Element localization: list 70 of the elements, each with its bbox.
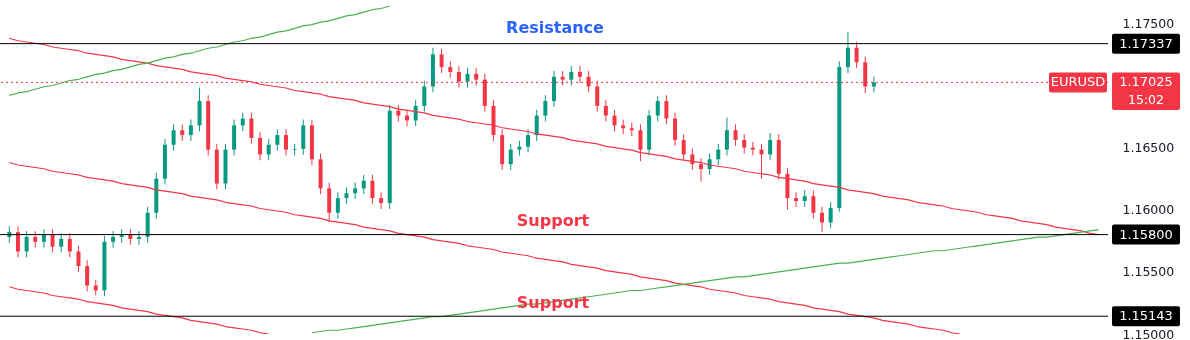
candlestick <box>258 131 263 161</box>
candlestick <box>249 112 254 145</box>
candlestick <box>266 138 271 161</box>
candlestick <box>845 31 850 74</box>
candlestick <box>301 119 306 156</box>
candlestick <box>465 67 470 88</box>
annotation: EURUSD <box>1050 74 1106 90</box>
candlestick <box>283 128 288 156</box>
line-series <box>8 5 391 97</box>
candlestick <box>716 143 721 166</box>
candlestick <box>353 182 358 200</box>
annotation: Resistance <box>506 17 605 37</box>
candlestick <box>534 109 539 142</box>
candlestick <box>275 128 280 152</box>
candlestick <box>370 174 375 205</box>
ref-line-label: 1.17337 <box>1119 35 1173 51</box>
candlestick <box>871 76 876 93</box>
candlestick <box>335 191 340 220</box>
y-tick-label: 1.15500 <box>1122 264 1175 280</box>
candlestick <box>664 94 669 125</box>
candlestick <box>673 112 678 147</box>
line-series <box>8 161 961 334</box>
candlestick <box>439 48 444 74</box>
candlestick <box>85 259 90 292</box>
candlestick <box>379 191 384 210</box>
candlestick <box>24 230 29 258</box>
line-series <box>8 286 270 334</box>
candlestick <box>612 109 617 132</box>
candlestick <box>820 206 825 233</box>
y-tick-label: 1.17500 <box>1122 15 1175 31</box>
candlestick <box>724 117 729 156</box>
candlestick <box>188 119 193 142</box>
candlestick <box>422 80 427 113</box>
text: 15:02 <box>1127 92 1165 107</box>
candlestick <box>733 123 738 147</box>
candlestick <box>526 128 531 153</box>
candlestick <box>569 65 574 87</box>
candlestick <box>59 232 64 253</box>
candlestick <box>543 94 548 122</box>
ref-line-label: 1.15143 <box>1119 308 1173 324</box>
candlestick <box>111 230 116 249</box>
candlestick <box>690 148 695 171</box>
candlestick <box>750 141 755 156</box>
candlestick <box>67 232 72 258</box>
line-series <box>311 229 1100 334</box>
candlestick <box>854 41 859 69</box>
candlestick <box>794 191 799 208</box>
candlestick <box>171 123 176 152</box>
candlestick <box>41 228 46 249</box>
candlestick <box>828 201 833 229</box>
candlestick <box>508 143 513 171</box>
candlestick <box>137 230 142 246</box>
candlestick <box>76 245 81 273</box>
candlestick <box>811 189 816 220</box>
candlestick <box>698 157 703 183</box>
ref-line-label: 1.15800 <box>1119 226 1173 242</box>
candlestick <box>768 132 773 161</box>
candlestick <box>50 228 55 253</box>
candlestick <box>15 225 20 258</box>
y-tick-label: 1.16500 <box>1122 140 1175 156</box>
candlestick <box>742 133 747 154</box>
annotation: Support <box>516 211 590 230</box>
candlestick <box>603 99 608 122</box>
y-tick-label: 1.15000 <box>1122 326 1175 340</box>
candlestick <box>361 174 366 195</box>
candlestick <box>655 95 660 122</box>
ref-line-label: 1.17025 <box>1119 74 1173 90</box>
candlestick <box>681 133 686 161</box>
y-tick-label: 1.16000 <box>1122 202 1175 218</box>
candlestick <box>638 123 643 162</box>
